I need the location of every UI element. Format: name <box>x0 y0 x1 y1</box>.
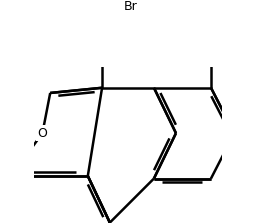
Text: Br: Br <box>124 0 137 13</box>
Text: O: O <box>37 127 47 140</box>
